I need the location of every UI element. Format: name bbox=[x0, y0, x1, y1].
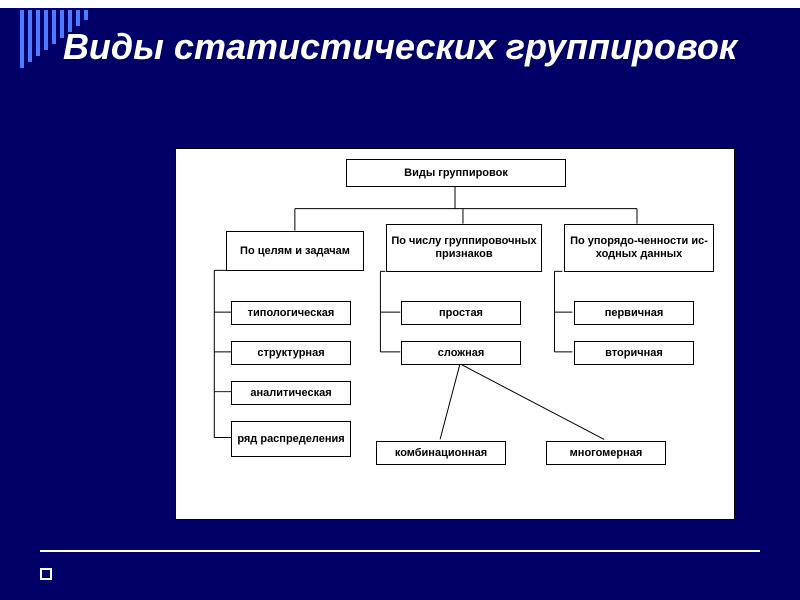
node-c1b: структурная bbox=[231, 341, 351, 365]
diagram-container: Виды группировок По целям и задачам По чис… bbox=[175, 148, 735, 520]
node-c3a: первичная bbox=[574, 301, 694, 325]
node-cat1: По целям и задачам bbox=[226, 231, 364, 271]
corner-square-icon bbox=[40, 568, 52, 580]
node-cat3: По упорядо-ченности ис-ходных данных bbox=[564, 224, 714, 272]
node-cat2: По числу группировочных признаков bbox=[386, 224, 542, 272]
node-c1a: типологическая bbox=[231, 301, 351, 325]
slide-title: Виды статистических группировок bbox=[0, 24, 800, 71]
node-c1c: аналитическая bbox=[231, 381, 351, 405]
node-c3b: вторичная bbox=[574, 341, 694, 365]
node-root: Виды группировок bbox=[346, 159, 566, 187]
node-s2: многомерная bbox=[546, 441, 666, 465]
bottom-border bbox=[40, 550, 760, 552]
node-c2a: простая bbox=[401, 301, 521, 325]
node-c2b: сложная bbox=[401, 341, 521, 365]
node-s1: комбинационная bbox=[376, 441, 506, 465]
node-c1d: ряд распределения bbox=[231, 421, 351, 457]
top-border bbox=[0, 0, 800, 8]
